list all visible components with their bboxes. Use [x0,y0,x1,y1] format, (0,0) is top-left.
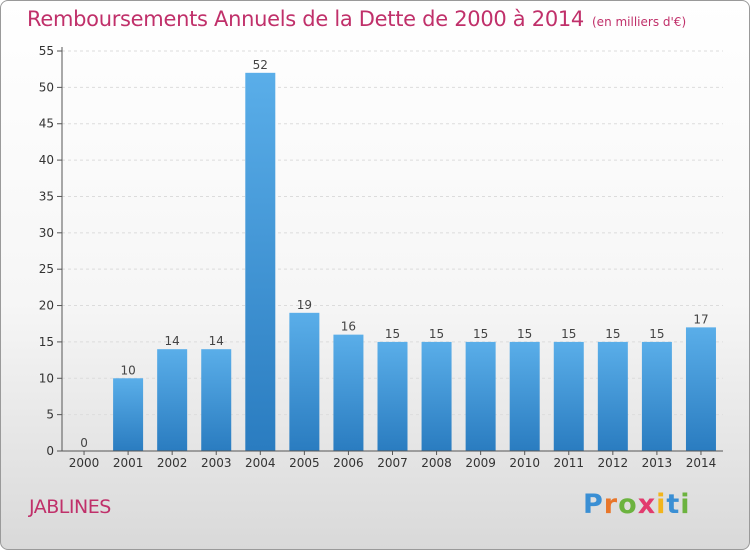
data-label: 10 [120,363,135,377]
x-tick-label: 2013 [642,456,673,470]
logo-letter: t [666,489,681,520]
x-tick-label: 2010 [509,456,540,470]
data-label: 0 [80,436,88,450]
data-label: 14 [209,334,224,348]
bar [509,341,540,451]
chart-title: Remboursements Annuels de la Dette de 20… [27,7,686,31]
bar [685,327,716,451]
x-tick-label: 2014 [686,456,717,470]
bar [377,341,408,451]
bar-layer [113,72,716,452]
logo-letter: i [680,489,691,520]
y-tick-label: 40 [39,153,54,167]
unit-label: (en milliers d'€) [592,15,687,29]
x-tick-label: 2005 [289,456,320,470]
bar [421,341,452,451]
data-label: 15 [605,327,620,341]
bar [465,341,496,451]
data-label: 16 [341,320,356,334]
bar [245,72,276,452]
logo-letter: r [603,489,619,520]
y-tick-label: 55 [39,44,54,58]
x-tick-label: 2007 [377,456,408,470]
data-label: 14 [165,334,180,348]
logo-letter: x [637,489,657,520]
y-tick-label: 25 [39,262,54,276]
axis-layer: 0 5 10 15 20 25 30 35 40 45 50 55 2000 2001 2002 2003 20… [39,44,723,470]
x-tick-label: 2012 [598,456,629,470]
x-tick-label: 2008 [421,456,452,470]
data-label: 15 [649,327,664,341]
x-tick-label: 2011 [553,456,584,470]
data-label: 19 [297,298,312,312]
bar [553,341,584,451]
proxiti-logo[interactable]: Proxiti [583,489,691,520]
data-label: 15 [561,327,576,341]
data-label: 52 [253,58,268,72]
bar [641,341,672,451]
data-label: 15 [517,327,532,341]
y-tick-label: 50 [39,80,54,94]
logo-letter: o [618,489,638,520]
x-tick-label: 2002 [157,456,188,470]
x-tick-label: 2001 [113,456,144,470]
bar [333,334,364,451]
x-tick-label: 2004 [245,456,276,470]
y-tick-label: 10 [39,371,54,385]
y-tick-label: 45 [39,117,54,131]
y-tick-label: 5 [46,408,54,422]
commune-name: JABLINES [29,496,111,518]
x-tick-label: 2000 [69,456,100,470]
data-label: 17 [693,312,708,326]
bar [113,378,144,451]
data-label: 15 [473,327,488,341]
bar [201,349,232,451]
logo-letter: i [656,489,667,520]
bar [157,349,188,451]
logo-letter: P [583,489,604,520]
data-label: 15 [429,327,444,341]
label-layer: 0 10 14 14 52 19 16 15 15 15 15 15 15 15 17 [80,58,708,450]
y-tick-label: 15 [39,335,54,349]
y-tick-label: 20 [39,299,54,313]
y-tick-label: 0 [46,444,54,458]
x-tick-label: 2009 [465,456,496,470]
chart-title-text: Remboursements Annuels de la Dette de 20… [27,7,584,31]
bar [289,312,320,451]
bar [597,341,628,451]
y-tick-label: 30 [39,226,54,240]
x-tick-label: 2006 [333,456,364,470]
data-label: 15 [385,327,400,341]
x-tick-label: 2003 [201,456,232,470]
y-tick-label: 35 [39,189,54,203]
